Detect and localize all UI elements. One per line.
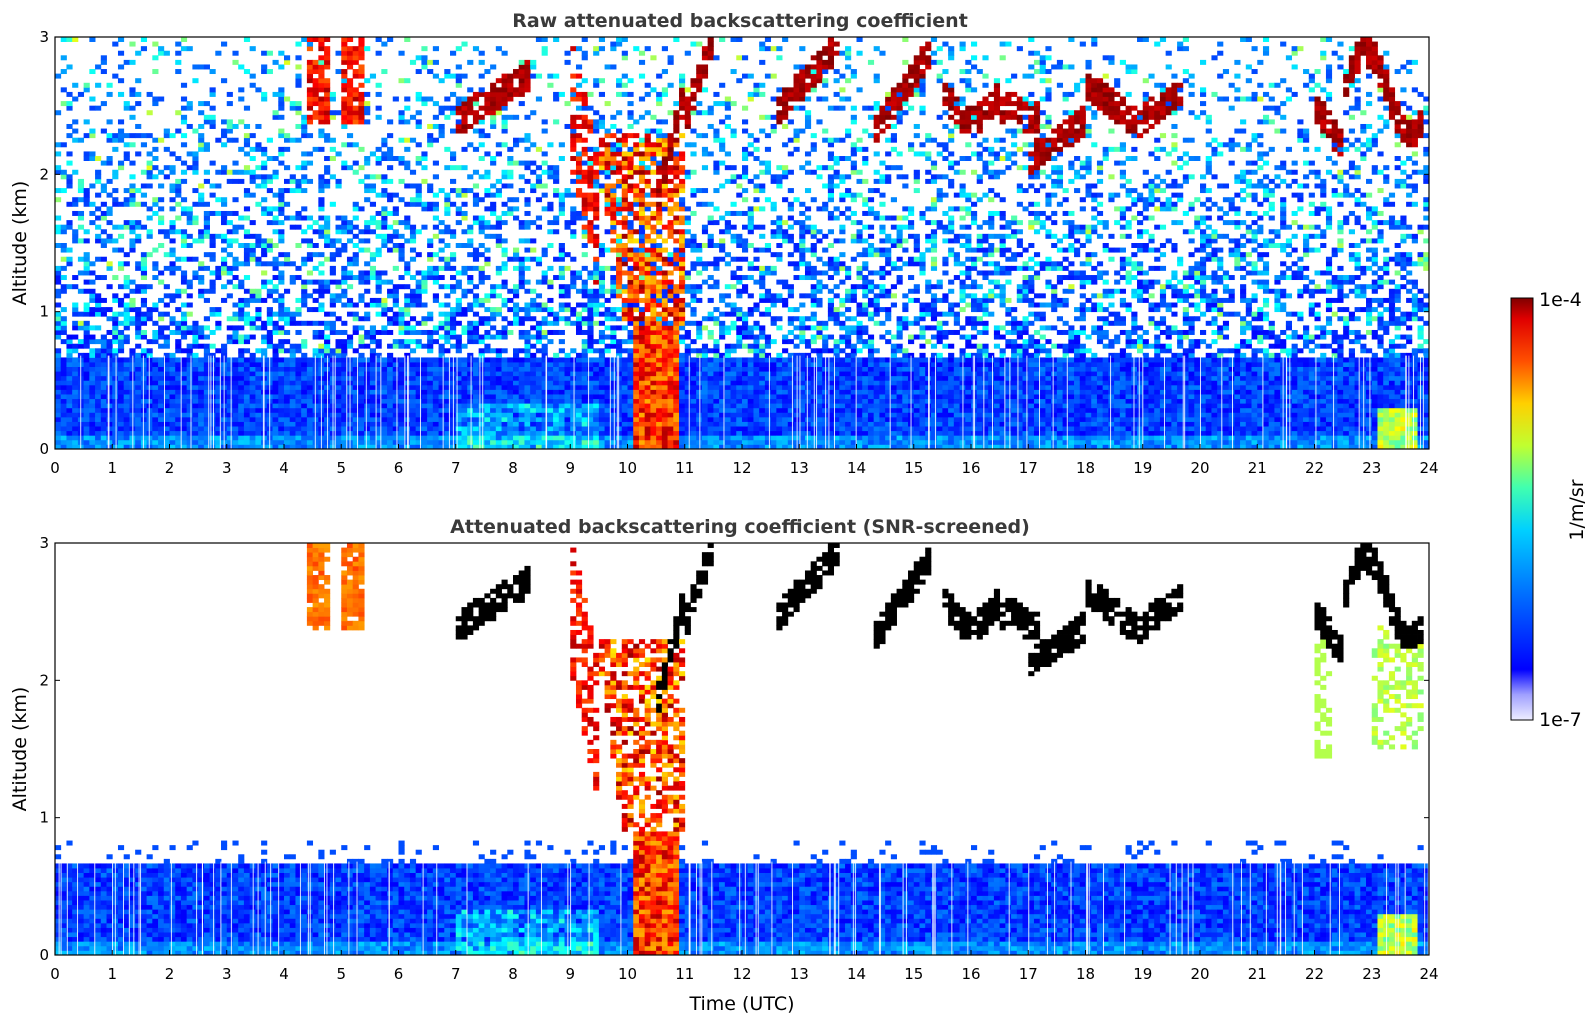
xtick-label: 8: [508, 459, 518, 477]
xtick-label: 4: [279, 459, 289, 477]
xtick-label: 1: [107, 965, 117, 983]
panel-raw-ylabel: Altitude (km): [9, 181, 31, 306]
xtick-label: 21: [1248, 965, 1267, 983]
ytick-label: 3: [39, 534, 49, 552]
colorbar: 1e-4 1e-7 1/m/sr: [1510, 289, 1588, 731]
xtick-label: 12: [732, 459, 751, 477]
panel-screened: Attenuated backscattering coefficient (S…: [9, 516, 1439, 1015]
xtick-label: 7: [451, 965, 461, 983]
xtick-label: 20: [1190, 965, 1209, 983]
xtick-label: 16: [961, 459, 980, 477]
panel-screened-ticks: 0 1 2 3 4 5 6 7 8 9 10 11 12 13 14 15 16 17 18 19 20 21 22 23 24…: [39, 534, 1438, 983]
xtick-label: 21: [1248, 459, 1267, 477]
xtick-label: 24: [1419, 459, 1438, 477]
ytick-label: 2: [39, 671, 49, 689]
xtick-label: 19: [1133, 965, 1152, 983]
xtick-label: 11: [675, 965, 694, 983]
xtick-label: 23: [1362, 459, 1381, 477]
xtick-label: 14: [847, 965, 866, 983]
xtick-label: 9: [565, 459, 575, 477]
colorbar-max-label: 1e-4: [1539, 289, 1582, 311]
xtick-label: 16: [961, 965, 980, 983]
panel-screened-title: Attenuated backscattering coefficient (S…: [450, 516, 1030, 538]
xtick-label: 17: [1019, 965, 1038, 983]
xtick-label: 6: [394, 965, 404, 983]
panel-screened-heatmap: [55, 543, 1430, 956]
xtick-label: 0: [50, 459, 60, 477]
xtick-label: 5: [336, 965, 346, 983]
xtick-label: 1: [107, 459, 117, 477]
xtick-label: 4: [279, 965, 289, 983]
ytick-label: 0: [39, 946, 49, 964]
xtick-label: 7: [451, 459, 461, 477]
colorbar-gradient: [1510, 297, 1534, 721]
xtick-label: 20: [1190, 459, 1209, 477]
xtick-label: 15: [904, 459, 923, 477]
xtick-label: 11: [675, 459, 694, 477]
panel-screened-ylabel: Altitude (km): [9, 687, 31, 812]
xtick-label: 6: [394, 459, 404, 477]
xtick-label: 3: [222, 965, 232, 983]
xtick-label: 19: [1133, 459, 1152, 477]
xtick-label: 17: [1019, 459, 1038, 477]
xtick-label: 10: [618, 965, 637, 983]
colorbar-unit-label: 1/m/sr: [1566, 479, 1588, 540]
xtick-label: 9: [565, 965, 575, 983]
xtick-label: 3: [222, 459, 232, 477]
xtick-label: 2: [165, 965, 175, 983]
xtick-label: 10: [618, 459, 637, 477]
panel-raw-heatmap: [55, 37, 1430, 450]
xtick-label: 24: [1419, 965, 1438, 983]
panel-raw: Raw attenuated backscattering coefficien…: [9, 10, 1439, 477]
xtick-label: 12: [732, 965, 751, 983]
xtick-label: 2: [165, 459, 175, 477]
xtick-label: 8: [508, 965, 518, 983]
ytick-label: 0: [39, 440, 49, 458]
xtick-label: 22: [1305, 459, 1324, 477]
xtick-label: 18: [1076, 965, 1095, 983]
xtick-label: 13: [790, 459, 809, 477]
xtick-label: 18: [1076, 459, 1095, 477]
xtick-label: 15: [904, 965, 923, 983]
xtick-label: 0: [50, 965, 60, 983]
panel-raw-title: Raw attenuated backscattering coefficien…: [512, 10, 968, 32]
ytick-label: 2: [39, 165, 49, 183]
panel-screened-xlabel: Time (UTC): [688, 993, 794, 1015]
xtick-label: 14: [847, 459, 866, 477]
ytick-label: 1: [39, 809, 49, 827]
ytick-label: 3: [39, 28, 49, 46]
xtick-label: 23: [1362, 965, 1381, 983]
xtick-label: 22: [1305, 965, 1324, 983]
ytick-label: 1: [39, 303, 49, 321]
xtick-label: 5: [336, 459, 346, 477]
colorbar-min-label: 1e-7: [1539, 709, 1582, 731]
panel-raw-ticks: 0 1 2 3 4 5 6 7 8 9 10 11 12 13 14 15 16 17 18 19 20 21 22 23 24…: [39, 28, 1438, 477]
xtick-label: 13: [790, 965, 809, 983]
